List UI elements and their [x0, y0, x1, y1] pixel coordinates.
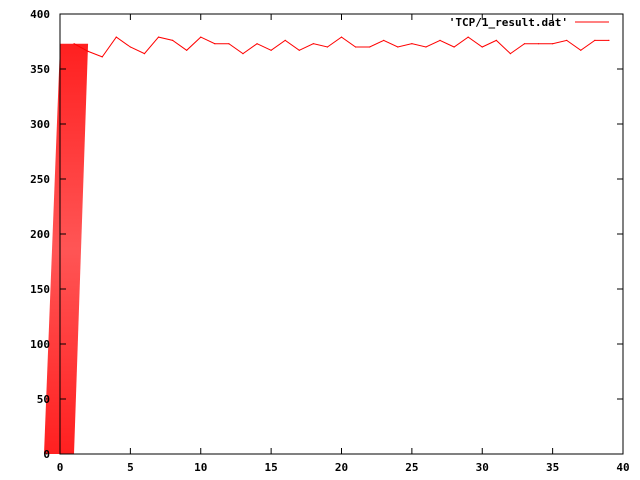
data-point	[411, 43, 413, 45]
data-point	[509, 53, 511, 55]
data-point	[129, 46, 131, 48]
x-tick-label: 5	[127, 461, 134, 474]
y-tick-label: 0	[43, 448, 50, 461]
data-point	[608, 39, 610, 42]
data-point	[270, 49, 272, 51]
x-tick-label: 35	[546, 461, 559, 474]
y-tick-label: 150	[30, 283, 50, 296]
x-tick-label: 20	[335, 461, 348, 474]
y-tick-label: 250	[30, 173, 50, 186]
data-point	[340, 36, 343, 38]
series-line	[73, 36, 609, 58]
x-tick-label: 25	[405, 461, 418, 474]
data-point	[537, 43, 540, 45]
data-point	[242, 53, 244, 55]
data-point	[439, 39, 441, 42]
plot-frame	[59, 13, 624, 455]
data-point	[383, 39, 385, 42]
data-point	[143, 53, 146, 55]
data-point	[256, 43, 258, 45]
data-point	[453, 46, 455, 48]
data-point	[101, 56, 103, 58]
data-point	[354, 46, 357, 48]
y-tick-label: 300	[30, 118, 50, 131]
axes: 0 50 100 150 200 250 300 350 400 0 5 10 15 20 25 30 35 40	[30, 8, 630, 474]
data-point	[397, 46, 399, 48]
data-point	[425, 46, 427, 48]
data-point	[523, 43, 526, 45]
data-point	[566, 39, 568, 42]
data-point	[369, 46, 371, 48]
y-tick-label: 400	[30, 8, 50, 21]
data-point	[228, 43, 230, 45]
plot-area	[44, 36, 610, 455]
x-tick-label: 15	[265, 461, 278, 474]
data-point	[200, 36, 202, 38]
y-tick-label: 200	[30, 228, 50, 241]
data-point	[594, 39, 596, 42]
data-point	[495, 39, 497, 42]
data-point	[467, 36, 469, 38]
x-tick-label: 30	[476, 461, 489, 474]
data-point	[115, 36, 117, 38]
data-point	[481, 46, 483, 48]
data-point	[552, 43, 554, 45]
series-ribbon	[44, 43, 89, 454]
y-tick-label: 50	[37, 393, 50, 406]
x-tick-label: 40	[616, 461, 629, 474]
data-point	[326, 46, 329, 48]
data-point	[186, 49, 188, 51]
x-tick-label: 0	[57, 461, 64, 474]
data-point	[172, 39, 174, 42]
data-point	[298, 49, 300, 51]
data-point	[87, 50, 89, 53]
x-tick-label: 10	[194, 461, 207, 474]
legend-label: 'TCP/1_result.dat'	[449, 16, 568, 29]
data-point	[580, 49, 582, 51]
y-tick-label: 350	[30, 63, 50, 76]
data-point	[284, 39, 286, 42]
data-point	[312, 43, 314, 45]
data-point	[73, 43, 75, 45]
data-point	[157, 36, 160, 38]
legend: 'TCP/1_result.dat'	[449, 16, 609, 29]
y-tick-label: 100	[30, 338, 50, 351]
data-point	[214, 43, 216, 45]
